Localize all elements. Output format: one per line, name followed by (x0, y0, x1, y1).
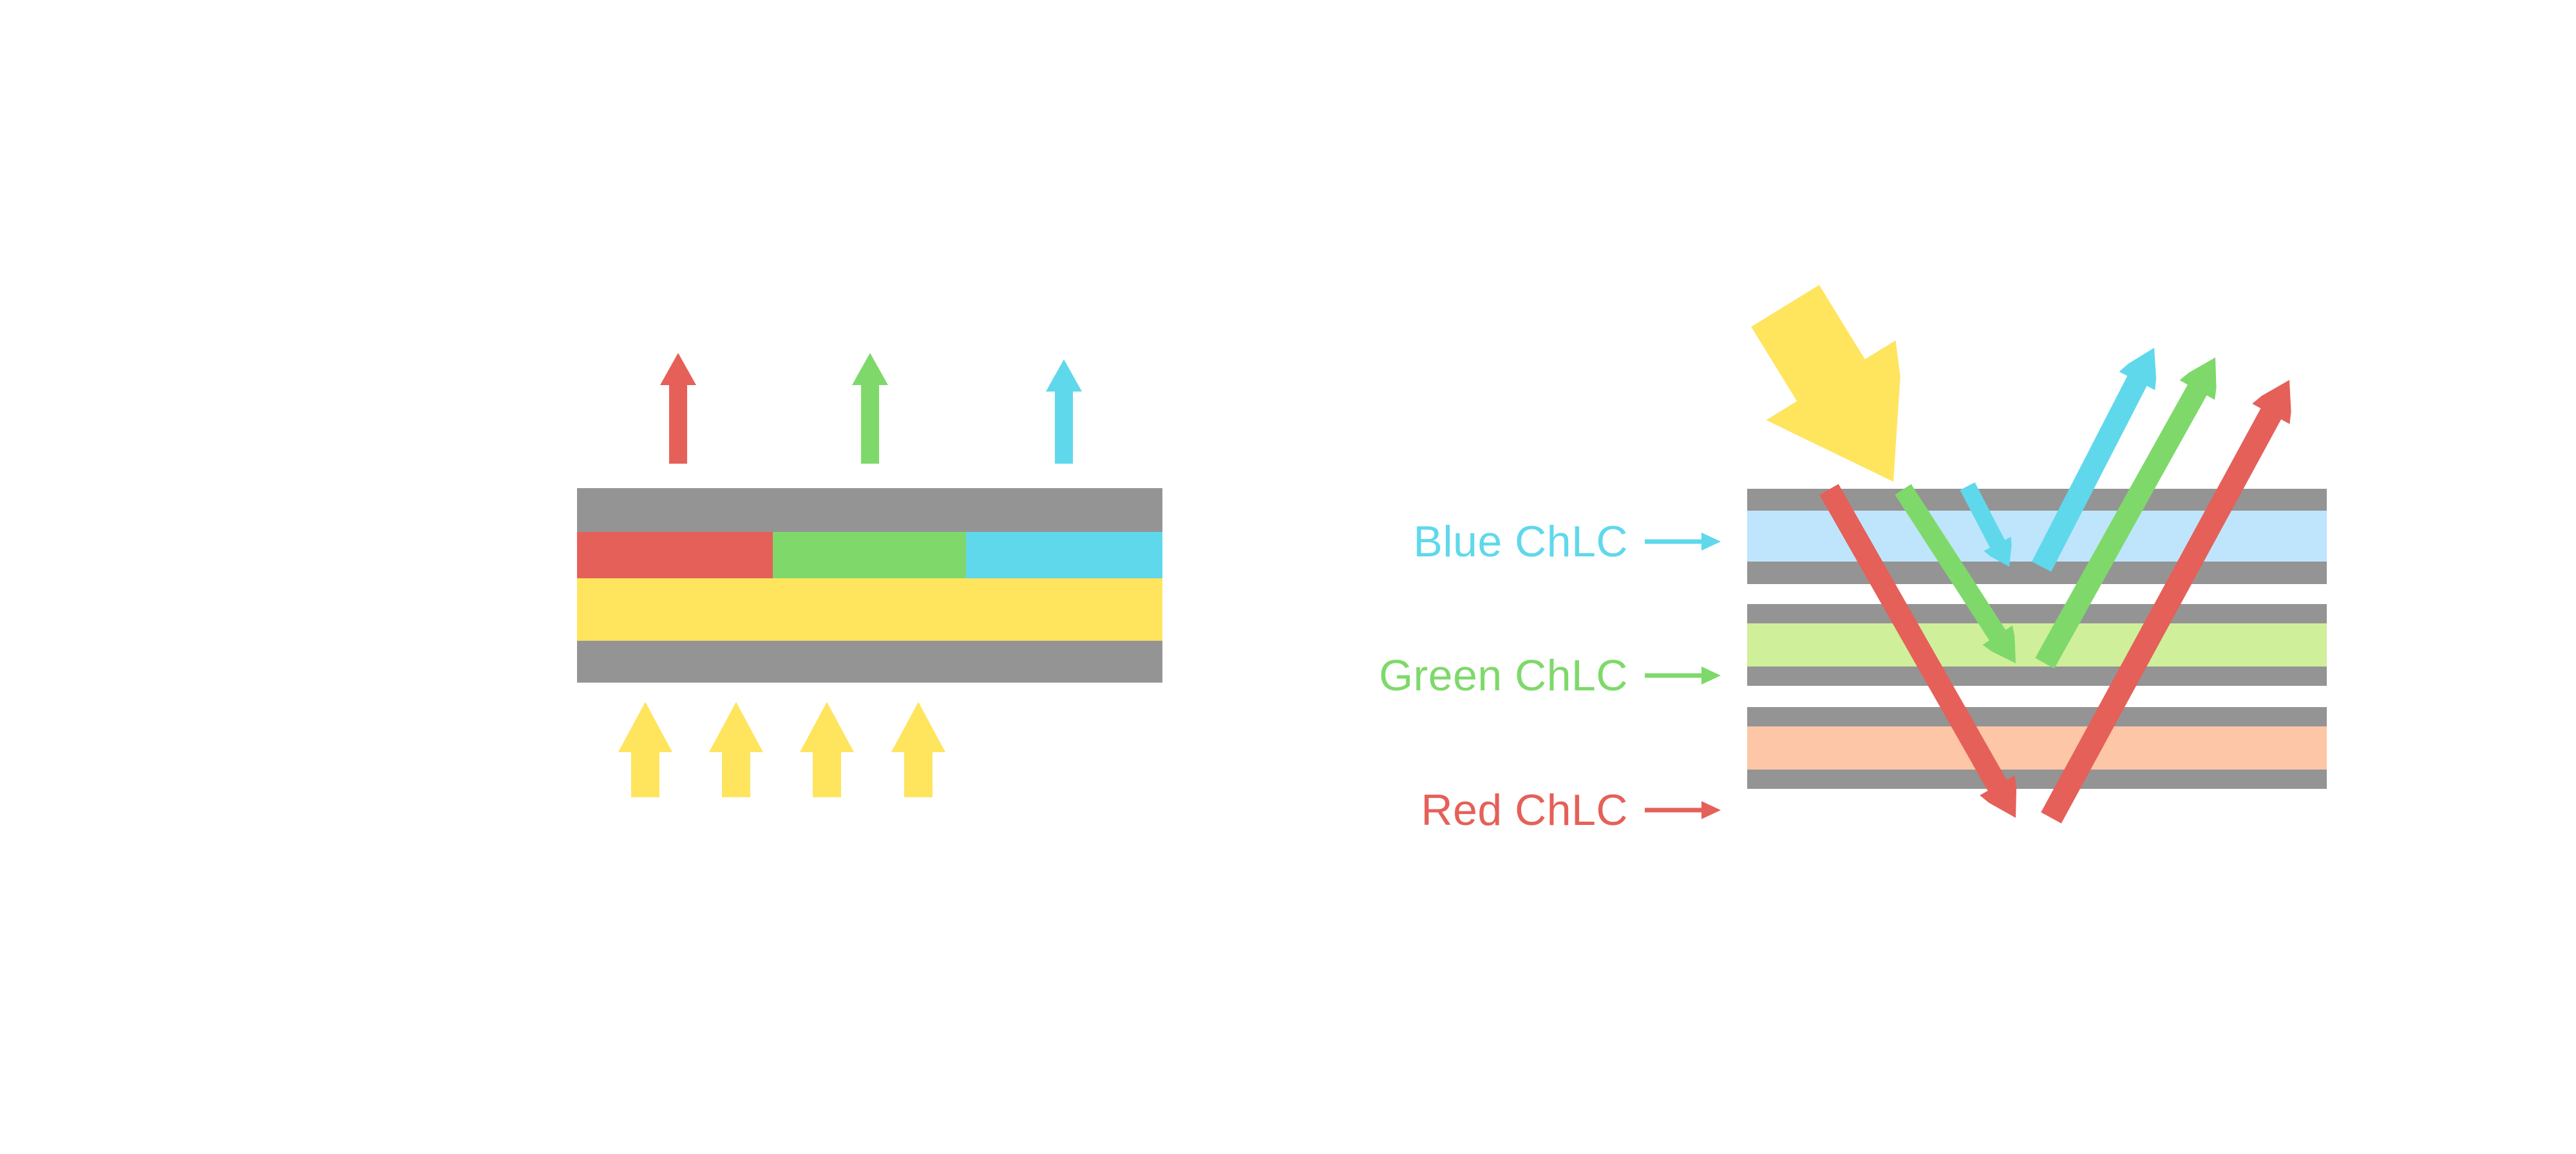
red-chlc-label-right-arrow-icon (1645, 801, 1721, 819)
left-green-subpixel (773, 532, 966, 578)
right-alignment-layer-5 (1747, 707, 2327, 726)
green-emission-arrow (852, 353, 888, 464)
left-backlight-layer (577, 578, 1162, 641)
green-chlc-label-right-arrow-icon (1645, 667, 1721, 685)
left-blue-subpixel (966, 532, 1162, 578)
green-ray-in (1895, 484, 2016, 663)
right-gap-2 (1747, 686, 2327, 707)
left-rgb-subpixel-row (577, 532, 1162, 578)
blue-chlc-label-right-arrow-icon (1645, 533, 1721, 551)
red-emission-arrow (660, 353, 696, 464)
right-alignment-layer-3 (1747, 604, 2327, 623)
blue-ray-out (2031, 348, 2157, 572)
cyan-emission-arrow (1046, 359, 1082, 464)
blue-ray-in (1960, 482, 2012, 567)
left-bottom-electrode (577, 641, 1162, 683)
red-ray-in (1819, 484, 2017, 818)
green-chlc-label-text: Green ChLC (1379, 651, 1628, 700)
right-gap-1 (1747, 584, 2327, 604)
red-chlc-label-text: Red ChLC (1421, 786, 1628, 835)
green-ray-out (2035, 357, 2217, 669)
red-chlc-label: Red ChLC (1421, 782, 1721, 838)
backlight-arrow-3 (800, 702, 854, 797)
right-green-chlc-layer (1747, 623, 2327, 667)
left-red-subpixel (577, 532, 773, 578)
backlight-arrow-4 (891, 702, 945, 797)
backlight-arrow-1 (618, 702, 672, 797)
right-alignment-layer-4 (1747, 667, 2327, 686)
left-top-electrode (577, 488, 1162, 532)
right-alignment-layer-6 (1747, 770, 2327, 789)
right-red-chlc-layer (1747, 726, 2327, 770)
red-ray-out (2041, 380, 2291, 824)
blue-chlc-label-text: Blue ChLC (1413, 517, 1628, 566)
incident-white-light-arrow (1751, 285, 1900, 482)
green-chlc-label: Green ChLC (1379, 647, 1721, 704)
right-alignment-layer-2 (1747, 562, 2327, 584)
blue-chlc-label: Blue ChLC (1414, 513, 1721, 570)
backlight-arrow-2 (709, 702, 763, 797)
